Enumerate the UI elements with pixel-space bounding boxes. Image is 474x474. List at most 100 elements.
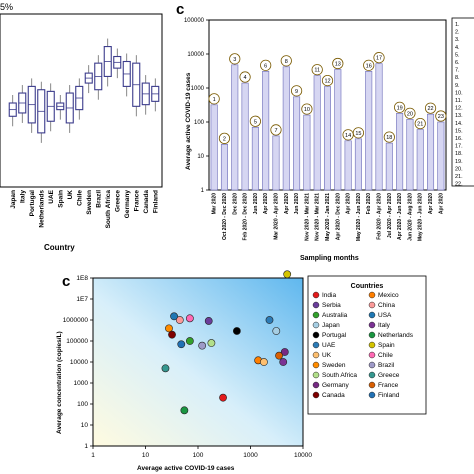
bar-number: 7	[274, 128, 277, 134]
legend-marker	[312, 311, 320, 319]
panel-b-legend: 1. 2.3. 4.5. 6. 7.8. 9.10. 11. 12.13. 14.15. 16. 1…	[455, 22, 463, 188]
bar-number-badge	[332, 57, 344, 70]
x-tick-label: Apr 2020 - Jun 2020	[397, 193, 403, 240]
y-tick-label: 100	[194, 120, 205, 126]
y-tick-label: 10	[81, 422, 89, 429]
bar	[231, 64, 239, 191]
legend-label: Italy	[378, 322, 391, 329]
y-tick-label: 1	[84, 443, 88, 450]
legend-marker	[312, 341, 320, 349]
panel-c-plot-area	[92, 277, 304, 447]
scatter-point	[283, 270, 292, 279]
bar-number: 16	[366, 63, 372, 69]
bar-number-badge	[290, 85, 303, 97]
bar-number: 2	[223, 136, 226, 142]
bar-number: 17	[376, 56, 382, 62]
legend-marker	[368, 321, 376, 329]
bar-number-badge	[260, 59, 272, 71]
bar-number: 6	[264, 63, 267, 69]
bar	[323, 86, 331, 191]
legend-label: UK	[322, 352, 332, 359]
bar-number-badge	[352, 127, 365, 139]
x-tick-label: Apr 2020	[428, 193, 434, 214]
tick-label: Netherlands	[38, 190, 45, 228]
y-tick-label: 1E7	[76, 296, 88, 303]
x-tick-label: Jul 2020 - Apr 2020	[387, 193, 393, 238]
bar-number: 1	[213, 97, 216, 103]
y-tick-label: 1000000	[63, 317, 89, 324]
x-tick-label: May 2020 - Jun 2020	[356, 193, 362, 241]
bar	[385, 142, 393, 191]
bar-number-badge	[383, 131, 395, 143]
bar	[406, 119, 414, 191]
legend-marker	[312, 331, 320, 339]
bar	[334, 69, 342, 191]
legend-label: Japan	[322, 322, 340, 329]
legend-item: 20.	[455, 166, 463, 172]
bar	[303, 114, 311, 191]
tick-label: UAE	[48, 189, 55, 203]
scatter-point	[275, 351, 283, 360]
legend-item: 17.	[455, 144, 463, 150]
legend-label: Germany	[322, 382, 349, 389]
bar	[241, 82, 249, 191]
legend-marker	[368, 301, 376, 309]
bar-number: 4	[244, 75, 247, 81]
panel-c-plot: 1 10 100 1000 10000 1 10 100 1000 10000 100000 1000…	[63, 270, 312, 459]
x-tick-label: Apr 2020	[438, 193, 444, 214]
legend-marker	[312, 391, 320, 399]
x-tick-label: Apr 2020 - Dec 2020	[335, 193, 341, 240]
x-tick-label: Jun 2020	[253, 193, 259, 215]
bar	[313, 75, 321, 191]
legend-label: Canada	[322, 392, 345, 399]
bar	[396, 113, 404, 191]
scatter-point	[219, 393, 227, 402]
legend-item: 11.	[455, 98, 463, 104]
legend-marker	[368, 391, 376, 399]
panel-a-frame	[0, 13, 163, 188]
panel-b-plot: 1 10 100 1000 10000 100000 1 Mar 2020 2 Oct 2020 …	[184, 18, 447, 241]
bar-number-badge	[424, 102, 437, 114]
scatter-point	[260, 358, 268, 366]
legend-item: 18.	[455, 151, 463, 157]
bar	[293, 96, 301, 191]
bar-number-badge	[363, 59, 375, 71]
scatter-point	[265, 316, 274, 324]
bar-number-badge	[280, 55, 292, 67]
tick-label: France	[133, 190, 140, 212]
legend-label: India	[322, 292, 336, 299]
bar-number: 9	[295, 89, 298, 95]
y-tick-label: 100	[77, 401, 88, 408]
legend-marker	[368, 371, 376, 379]
legend-label: Sweden	[322, 362, 346, 369]
x-tick-label: Feb 2020	[366, 193, 372, 215]
panel-c-xlabel: Average active COVID-19 cases	[137, 465, 235, 472]
panel-label-b: c	[176, 1, 184, 18]
bar-number: 10	[304, 107, 310, 113]
legend-item: 3.	[455, 37, 460, 43]
scatter-point	[175, 316, 184, 324]
y-tick-label: 1000	[74, 380, 89, 387]
y-tick-label: 1000	[191, 86, 205, 92]
legend-item: 13.	[455, 113, 463, 119]
legend-marker	[368, 381, 376, 389]
panel-c-legend-title: Countries	[351, 283, 384, 290]
bar	[375, 63, 383, 191]
panel-b-xlabel: Sampling months	[300, 255, 359, 262]
legend-label: South Africa	[322, 372, 357, 379]
y-tick-label: 1E8	[76, 275, 88, 282]
scatter-point	[168, 330, 176, 339]
x-tick-label: Feb 2020 - Dec 2020	[243, 193, 249, 241]
panel-c-legend-box	[307, 275, 427, 415]
bar-number: 15	[355, 131, 361, 137]
legend-item: 22.	[455, 182, 463, 188]
tick-label: Spain	[57, 190, 64, 208]
bar	[365, 70, 373, 191]
bar-number-badge	[321, 74, 334, 87]
legend-label: Greece	[378, 372, 400, 379]
legend-label: Chile	[378, 352, 393, 359]
scatter-point	[180, 406, 189, 415]
scatter-point	[165, 324, 173, 333]
bar-number: 21	[417, 122, 423, 128]
legend-label: Portugal	[322, 332, 347, 339]
